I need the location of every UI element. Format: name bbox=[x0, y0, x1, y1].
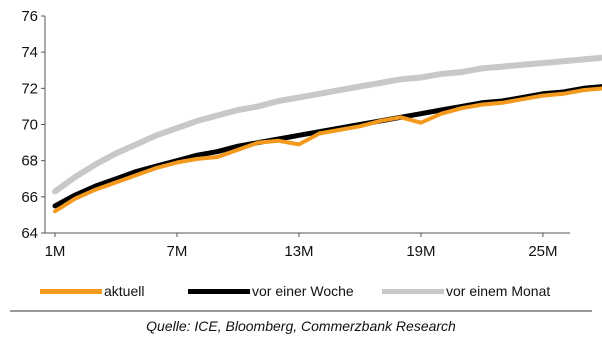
legend-label-aktuell: aktuell bbox=[104, 283, 145, 299]
series-lines bbox=[52, 54, 602, 214]
legend-swatch-aktuell bbox=[40, 288, 102, 294]
series-line-aktuell bbox=[53, 86, 602, 214]
y-tick-label: 76 bbox=[21, 8, 38, 25]
source-divider bbox=[10, 310, 592, 312]
x-tick-label: 25M bbox=[528, 243, 557, 260]
legend-label-vor-einem-monat: vor einem Monat bbox=[446, 283, 551, 299]
source-note: Quelle: ICE, Bloomberg, Commerzbank Rese… bbox=[146, 318, 456, 334]
series-line-vor-einem-monat bbox=[52, 54, 602, 195]
x-tick-label: 1M bbox=[45, 243, 66, 260]
y-tick-label: 68 bbox=[21, 153, 38, 170]
y-axis-ticks: 64 66 68 70 72 74 76 bbox=[21, 8, 45, 242]
y-tick-label: 72 bbox=[21, 80, 38, 97]
y-tick-label: 64 bbox=[21, 225, 38, 242]
legend-item-vor-einer-woche: vor einer Woche bbox=[188, 280, 354, 302]
y-tick-label: 70 bbox=[21, 117, 38, 134]
legend-swatch-vor-einer-woche bbox=[188, 288, 250, 294]
x-tick-label: 13M bbox=[284, 243, 313, 260]
y-tick-label: 74 bbox=[21, 44, 38, 61]
legend-swatch-vor-einem-monat bbox=[382, 288, 444, 294]
legend-label-vor-einer-woche: vor einer Woche bbox=[252, 283, 354, 299]
x-tick-label: 7M bbox=[167, 243, 188, 260]
x-axis-ticks: 1M7M13M19M25M31M37M43M bbox=[45, 233, 558, 260]
legend-item-vor-einem-monat: vor einem Monat bbox=[382, 280, 550, 302]
x-tick-label: 19M bbox=[406, 243, 435, 260]
legend-item-aktuell: aktuell bbox=[40, 280, 144, 302]
y-tick-label: 66 bbox=[21, 189, 38, 206]
chart-legend: aktuell vor einer Woche vor einem Monat bbox=[40, 280, 600, 302]
